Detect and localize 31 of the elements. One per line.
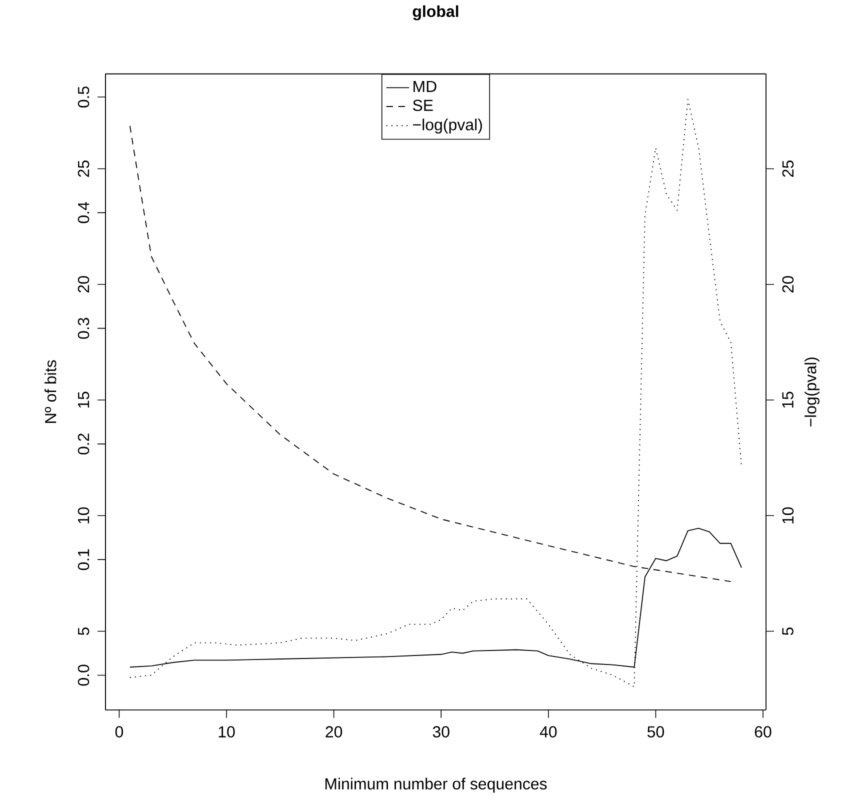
y3-tick-label: 20 (78, 276, 90, 293)
legend-label: SE (412, 100, 433, 112)
y-tick-label: 0.5 (78, 86, 90, 108)
y2-tick-label: 5 (782, 628, 794, 636)
y-tick-label: 0.4 (78, 202, 90, 224)
x-tick-label: 50 (647, 726, 664, 738)
y2-axis-title: −log(pval) (804, 358, 820, 427)
y2-tick-label: 20 (782, 276, 794, 293)
y3-tick-label: 5 (78, 628, 90, 636)
x-tick-label: 20 (326, 726, 342, 738)
line-series (129, 98, 742, 688)
y3-tick-label: 15 (78, 392, 90, 408)
y3-tick-label: 25 (78, 160, 90, 177)
x-tick-label: 30 (432, 726, 450, 738)
chart-title: global (412, 5, 458, 20)
x-tick-label: 0 (115, 726, 124, 738)
legend-label: MD (414, 81, 436, 92)
x-tick-label: 60 (754, 726, 772, 738)
y2-tick-label: 15 (782, 392, 794, 408)
y2-tick-label: 10 (782, 507, 794, 524)
legend-label: −log(pval) (413, 118, 482, 134)
y2-tick-label: 25 (782, 160, 794, 177)
x-tick-label: 10 (218, 726, 235, 738)
x-tick-label: 40 (540, 726, 557, 738)
y-tick-label: 0.3 (78, 318, 90, 339)
y3-tick-label: 10 (78, 507, 90, 524)
y-tick-label: 0.0 (78, 664, 90, 686)
x-axis-title: Minimum number of sequences (325, 778, 547, 793)
y-tick-label: 0.2 (78, 434, 90, 454)
y-tick-label: 0.1 (78, 549, 90, 570)
y-axis-title: Nº of bits (44, 360, 56, 423)
